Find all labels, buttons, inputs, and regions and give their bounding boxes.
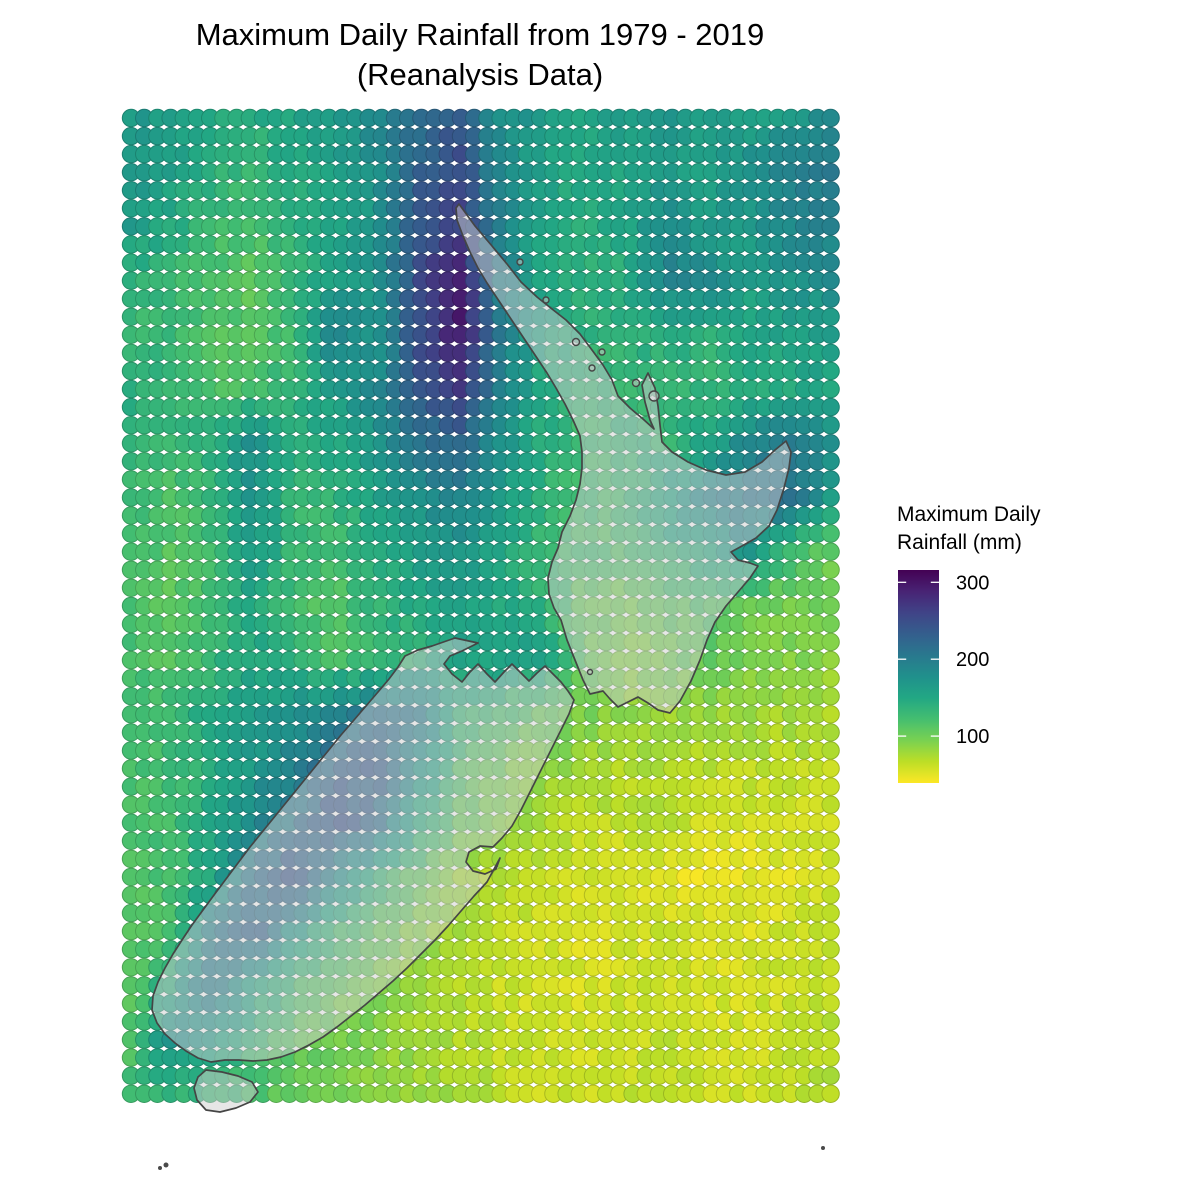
rain-dot xyxy=(821,741,840,760)
rain-dot xyxy=(821,940,840,959)
offshore-island xyxy=(588,364,596,372)
rain-dot xyxy=(821,253,840,272)
chart-title-line2: (Reanalysis Data) xyxy=(357,57,603,92)
offshore-island-speck xyxy=(158,1166,162,1170)
rain-dot xyxy=(821,614,840,634)
rain-dot xyxy=(821,723,840,742)
offshore-island xyxy=(598,348,606,356)
rain-dot xyxy=(821,506,840,525)
rain-dot xyxy=(821,885,840,905)
rain-dot xyxy=(821,994,840,1013)
rain-dot xyxy=(821,199,840,218)
rain-dot xyxy=(821,831,840,850)
rain-dot xyxy=(821,289,840,308)
rain-dot xyxy=(821,271,840,290)
rain-dot xyxy=(821,1084,840,1104)
offshore-island xyxy=(516,258,524,266)
rain-dot xyxy=(821,903,840,923)
south-island-outline xyxy=(151,637,575,1063)
legend: Maximum Daily Rainfall (mm) 300 200 100 xyxy=(897,503,1041,783)
rain-dot xyxy=(821,1066,840,1085)
rain-dot xyxy=(821,1012,840,1031)
rain-dot xyxy=(821,596,840,616)
rain-dot xyxy=(821,632,840,652)
offshore-island xyxy=(648,390,660,402)
rain-dot xyxy=(821,434,840,453)
rain-dot xyxy=(821,705,840,724)
offshore-island-speck xyxy=(163,1162,169,1168)
rain-dot xyxy=(821,379,840,399)
rain-dot xyxy=(821,325,840,344)
rain-dot xyxy=(821,759,840,778)
rain-dot xyxy=(821,488,840,507)
legend-colorbar xyxy=(898,570,939,783)
rain-dot xyxy=(821,126,840,146)
rain-dot xyxy=(821,650,840,670)
rain-dot xyxy=(821,849,840,869)
nz-coastline-layer xyxy=(151,203,825,1170)
legend-tick-marks xyxy=(898,581,939,737)
rain-dot xyxy=(821,560,840,579)
legend-title-line2: Rainfall (mm) xyxy=(897,531,1022,554)
rain-dot xyxy=(821,921,840,941)
rain-dot xyxy=(821,452,840,471)
rain-dot xyxy=(821,307,840,326)
offshore-island xyxy=(586,668,594,676)
legend-tick-label-300: 300 xyxy=(956,572,989,594)
rain-dot xyxy=(821,470,840,489)
rain-dot xyxy=(821,397,840,417)
rain-dot xyxy=(821,976,840,995)
north-island-outline xyxy=(455,203,792,714)
rain-dot xyxy=(821,578,840,597)
legend-tick-label-200: 200 xyxy=(956,649,989,671)
rain-dot xyxy=(821,687,840,706)
rain-dot xyxy=(821,235,840,254)
rain-dot xyxy=(821,217,840,236)
rain-dot xyxy=(821,542,840,561)
rain-dot xyxy=(821,777,840,796)
chart-title-line1: Maximum Daily Rainfall from 1979 - 2019 xyxy=(196,17,765,52)
rain-dot xyxy=(821,813,840,832)
rain-dot xyxy=(821,108,840,128)
rain-dot xyxy=(821,1030,840,1049)
offshore-island xyxy=(542,296,550,304)
rain-dot xyxy=(821,867,840,887)
rain-dot xyxy=(821,524,840,543)
rain-dot xyxy=(821,144,840,164)
offshore-island xyxy=(571,337,581,347)
legend-title-line1: Maximum Daily xyxy=(897,503,1041,526)
rain-dot xyxy=(821,669,840,688)
stewart-island-outline xyxy=(193,1069,259,1113)
rain-dot xyxy=(821,1048,840,1067)
rain-dot xyxy=(821,163,840,182)
rain-dot xyxy=(821,958,840,977)
offshore-island-speck xyxy=(821,1146,825,1150)
rain-dot xyxy=(821,361,840,381)
legend-tick-label-100: 100 xyxy=(956,726,989,748)
offshore-island xyxy=(631,378,641,388)
rain-dot xyxy=(821,181,840,200)
rain-dot xyxy=(821,343,840,363)
rain-dot xyxy=(821,416,840,435)
rain-dot xyxy=(821,795,840,814)
